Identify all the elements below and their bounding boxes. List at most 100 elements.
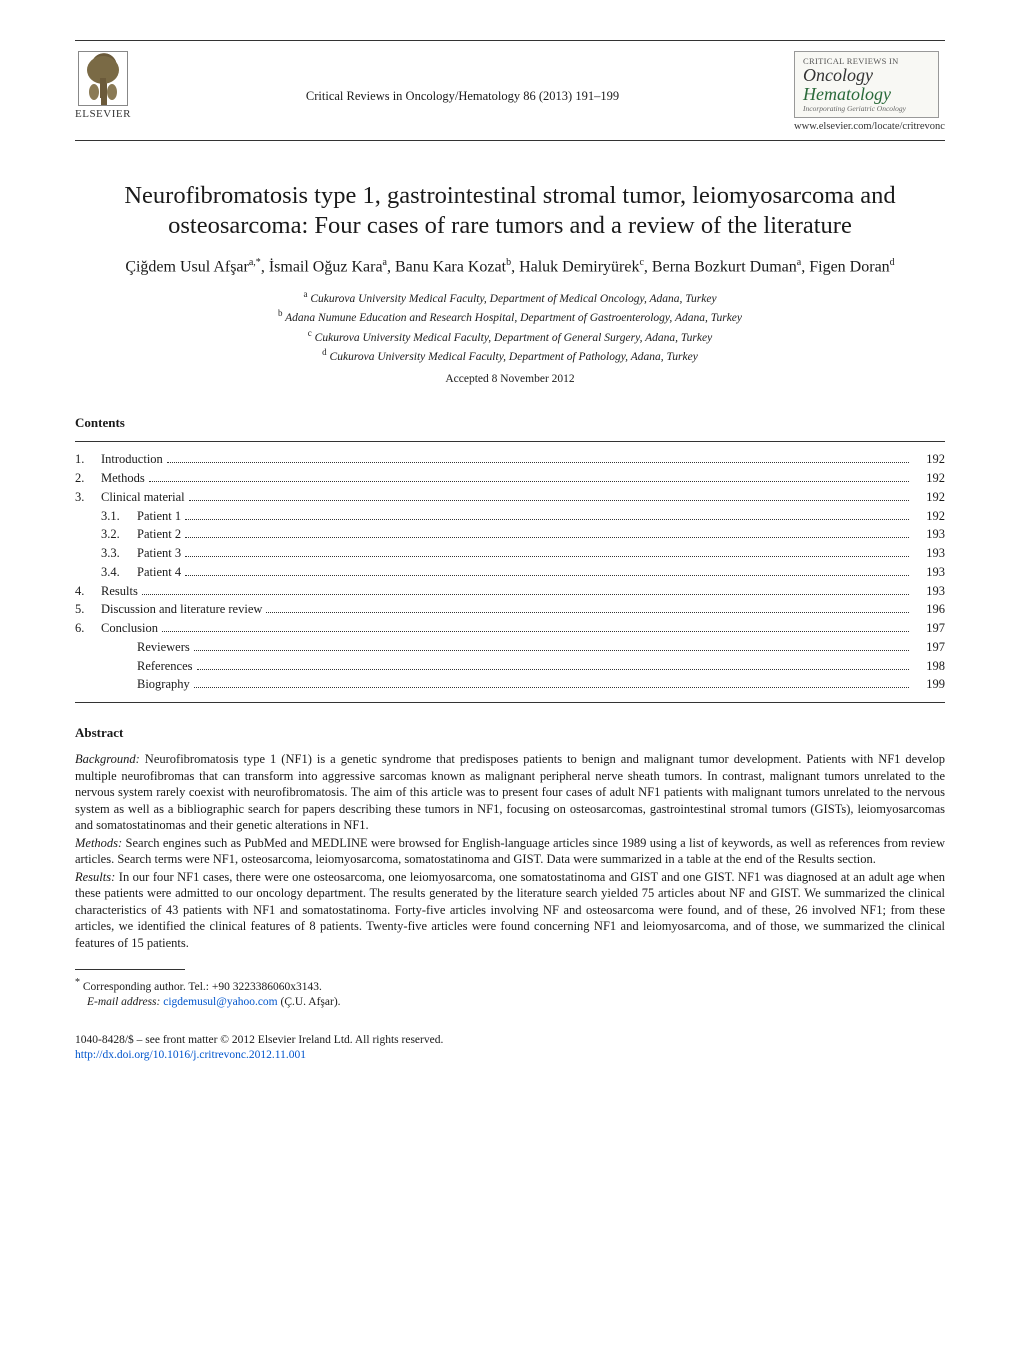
corresponding-email-line: E-mail address: cigdemusul@yahoo.com (Ç.…	[75, 995, 945, 1011]
toc-row[interactable]: Reviewers 197	[75, 638, 945, 657]
toc-number: 3.2.	[101, 525, 137, 544]
abstract-background: Background: Neurofibromatosis type 1 (NF…	[75, 751, 945, 834]
toc-row[interactable]: References 198	[75, 657, 945, 676]
toc-leader-dots	[162, 631, 909, 632]
email-tail: (Ç.U. Afşar).	[281, 996, 341, 1008]
toc-page: 196	[913, 600, 945, 619]
copyright-line: 1040-8428/$ – see front matter © 2012 El…	[75, 1033, 945, 1049]
toc-number: 1.	[75, 450, 101, 469]
corresponding-text: Corresponding author. Tel.: +90 32233860…	[83, 981, 322, 993]
toc-label: Patient 4	[137, 563, 181, 582]
toc-page: 192	[913, 469, 945, 488]
toc-row[interactable]: 3.1.Patient 1 192	[75, 507, 945, 526]
toc-label: Biography	[137, 675, 190, 694]
toc-number: 3.3.	[101, 544, 137, 563]
toc-label: Patient 2	[137, 525, 181, 544]
affiliation-line: b Adana Numune Education and Research Ho…	[75, 307, 945, 326]
journal-url: www.elsevier.com/locate/critrevonc	[794, 121, 945, 132]
toc-label: Conclusion	[101, 619, 158, 638]
toc-leader-dots	[194, 687, 909, 688]
toc-leader-dots	[189, 500, 909, 501]
toc-label: Clinical material	[101, 488, 185, 507]
toc-leader-dots	[266, 612, 909, 613]
abstract-methods: Methods: Search engines such as PubMed a…	[75, 835, 945, 868]
table-of-contents: 1.Introduction1922.Methods1923.Clinical …	[75, 441, 945, 703]
toc-row[interactable]: Biography 199	[75, 675, 945, 694]
toc-leader-dots	[185, 575, 909, 576]
toc-row[interactable]: 2.Methods 192	[75, 469, 945, 488]
toc-label: Results	[101, 582, 138, 601]
toc-page: 197	[913, 619, 945, 638]
elsevier-tree-icon	[78, 51, 128, 106]
toc-leader-dots	[194, 650, 909, 651]
toc-page: 193	[913, 563, 945, 582]
toc-number: 2.	[75, 469, 101, 488]
results-label: Results:	[75, 870, 115, 884]
cover-line-sub: Incorporating Geriatric Oncology	[803, 104, 930, 113]
affiliations: a Cukurova University Medical Faculty, D…	[75, 288, 945, 365]
toc-row[interactable]: 6.Conclusion 197	[75, 619, 945, 638]
affiliation-line: c Cukurova University Medical Faculty, D…	[75, 327, 945, 346]
email-label: E-mail address:	[87, 996, 160, 1008]
toc-leader-dots	[197, 669, 909, 670]
doi-link[interactable]: http://dx.doi.org/10.1016/j.critrevonc.2…	[75, 1048, 945, 1064]
toc-number: 4.	[75, 582, 101, 601]
cover-line-hematology: Hematology	[803, 85, 930, 104]
toc-row[interactable]: 4.Results 193	[75, 582, 945, 601]
page-footer: 1040-8428/$ – see front matter © 2012 El…	[75, 1033, 945, 1064]
toc-leader-dots	[185, 537, 909, 538]
corresponding-line1: * Corresponding author. Tel.: +90 322338…	[75, 976, 945, 995]
toc-page: 193	[913, 544, 945, 563]
toc-row[interactable]: 1.Introduction 192	[75, 450, 945, 469]
toc-label: Patient 3	[137, 544, 181, 563]
corresponding-email[interactable]: cigdemusul@yahoo.com	[163, 996, 277, 1008]
abstract-body: Background: Neurofibromatosis type 1 (NF…	[75, 751, 945, 951]
toc-page: 199	[913, 675, 945, 694]
toc-label: Reviewers	[137, 638, 190, 657]
affiliation-line: a Cukurova University Medical Faculty, D…	[75, 288, 945, 307]
abstract-heading: Abstract	[75, 725, 945, 741]
accepted-date: Accepted 8 November 2012	[75, 373, 945, 385]
toc-leader-dots	[185, 519, 909, 520]
affiliation-line: d Cukurova University Medical Faculty, D…	[75, 346, 945, 365]
toc-leader-dots	[142, 594, 909, 595]
toc-row[interactable]: 3.3.Patient 3 193	[75, 544, 945, 563]
methods-text: Search engines such as PubMed and MEDLIN…	[75, 836, 945, 867]
methods-label: Methods:	[75, 836, 122, 850]
toc-page: 192	[913, 450, 945, 469]
toc-row[interactable]: 5.Discussion and literature review 196	[75, 600, 945, 619]
background-text: Neurofibromatosis type 1 (NF1) is a gene…	[75, 752, 945, 832]
toc-label: Discussion and literature review	[101, 600, 262, 619]
toc-number: 6.	[75, 619, 101, 638]
publisher-name: ELSEVIER	[75, 108, 131, 120]
publisher-logo: ELSEVIER	[75, 51, 131, 120]
toc-page: 198	[913, 657, 945, 676]
toc-page: 192	[913, 507, 945, 526]
article-title: Neurofibromatosis type 1, gastrointestin…	[75, 181, 945, 242]
toc-row[interactable]: 3.Clinical material192	[75, 488, 945, 507]
toc-label: Patient 1	[137, 507, 181, 526]
page-header: ELSEVIER Critical Reviews in Oncology/He…	[75, 40, 945, 141]
toc-number: 3.4.	[101, 563, 137, 582]
toc-leader-dots	[185, 556, 909, 557]
toc-page: 193	[913, 525, 945, 544]
toc-label: Introduction	[101, 450, 163, 469]
toc-row[interactable]: 3.2.Patient 2 193	[75, 525, 945, 544]
toc-row[interactable]: 3.4.Patient 4 193	[75, 563, 945, 582]
abstract-results: Results: In our four NF1 cases, there we…	[75, 869, 945, 952]
journal-cover-block: CRITICAL REVIEWS IN Oncology Hematology …	[794, 51, 945, 132]
footnote-rule	[75, 969, 185, 970]
journal-reference: Critical Reviews in Oncology/Hematology …	[306, 89, 619, 104]
toc-number: 3.1.	[101, 507, 137, 526]
toc-page: 193	[913, 582, 945, 601]
cover-line-oncology: Oncology	[803, 66, 930, 85]
results-text: In our four NF1 cases, there were one os…	[75, 870, 945, 950]
toc-number: 5.	[75, 600, 101, 619]
toc-page: 192	[913, 488, 945, 507]
toc-label: Methods	[101, 469, 145, 488]
toc-page: 197	[913, 638, 945, 657]
background-label: Background:	[75, 752, 140, 766]
toc-label: References	[137, 657, 193, 676]
corresponding-author: * Corresponding author. Tel.: +90 322338…	[75, 976, 945, 1011]
toc-leader-dots	[149, 481, 909, 482]
